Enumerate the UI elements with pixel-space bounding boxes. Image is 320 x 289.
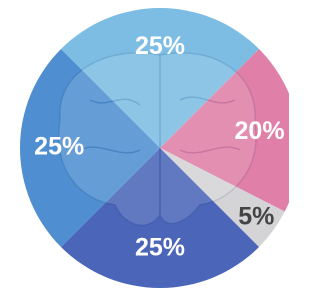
slice-label: 20% xyxy=(235,117,285,145)
slice-label: 25% xyxy=(135,233,185,261)
slice-label: 25% xyxy=(135,32,185,60)
chart: 25% 20% 5% 25% 25% xyxy=(0,0,289,289)
slice-label: 25% xyxy=(34,133,84,161)
slice-label: 5% xyxy=(238,203,274,231)
page: 25%20%5%25%25% (() => { const data = JSO… xyxy=(0,0,320,289)
